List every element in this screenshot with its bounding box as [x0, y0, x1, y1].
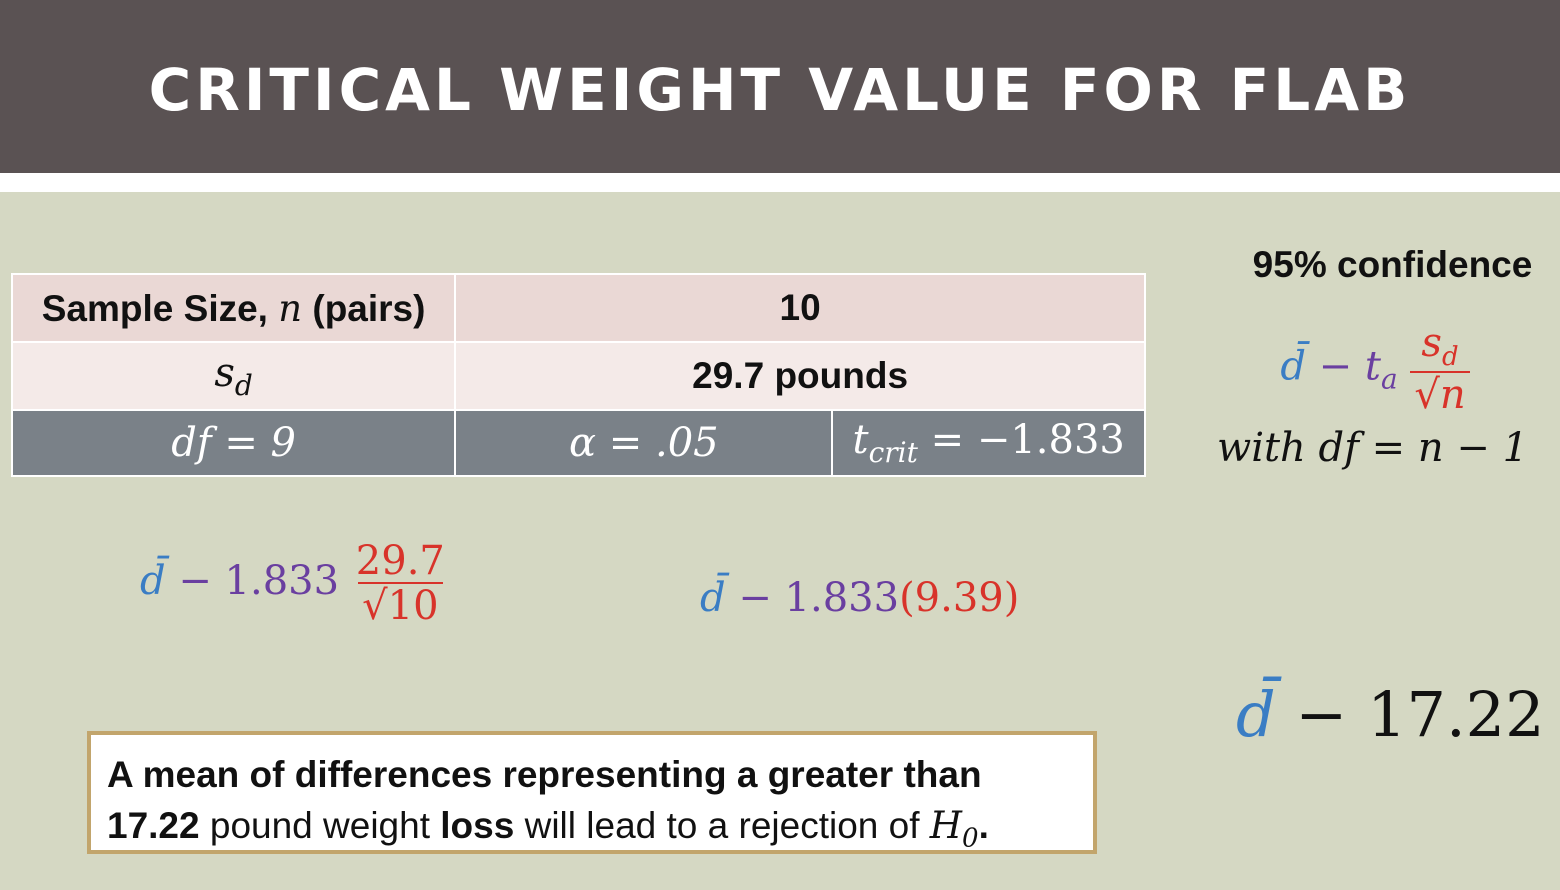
- sample-size-row: Sample Size, n (pairs) 10: [10, 273, 1146, 343]
- confidence-label: 95% confidence: [1252, 244, 1533, 285]
- simplified-formula: d̄ − 1.833(9.39): [700, 575, 1020, 621]
- divider-strip: [0, 173, 1560, 192]
- title-bar: CRITICAL WEIGHT VALUE FOR FLAB: [0, 0, 1560, 173]
- slide-title: CRITICAL WEIGHT VALUE FOR FLAB: [148, 56, 1412, 124]
- alpha-cell: α = .05: [454, 409, 834, 477]
- df-cell: df = 9: [10, 409, 457, 477]
- substituted-formula: d̄ − 1.833 29.7 √10: [140, 540, 449, 628]
- conclusion-box: A mean of differences representing a gre…: [87, 731, 1097, 854]
- sample-size-label: Sample Size, n (pairs): [10, 273, 457, 343]
- critical-value-result: d̄ − 17.22: [1236, 678, 1545, 751]
- sd-row: sd 29.7 pounds: [10, 341, 1146, 411]
- stats-table: Sample Size, n (pairs) 10 sd 29.7 pounds…: [10, 273, 1146, 477]
- critical-row: df = 9 α = .05 tcrit = −1.833: [10, 409, 1146, 477]
- critical-value-formula: d̄ − ta sd √n: [1200, 322, 1550, 417]
- sd-over-root-n: sd √n: [1410, 322, 1470, 417]
- sample-size-value: 10: [454, 273, 1146, 343]
- sd-value: 29.7 pounds: [454, 341, 1146, 411]
- tcrit-cell: tcrit = −1.833: [831, 409, 1146, 477]
- conclusion-text: A mean of differences representing a gre…: [107, 754, 989, 854]
- sd-label: sd: [10, 341, 457, 411]
- degrees-of-freedom-note: with df = n − 1: [1216, 425, 1529, 471]
- sd-fraction: 29.7 √10: [355, 538, 445, 629]
- n-variable: n: [278, 286, 303, 330]
